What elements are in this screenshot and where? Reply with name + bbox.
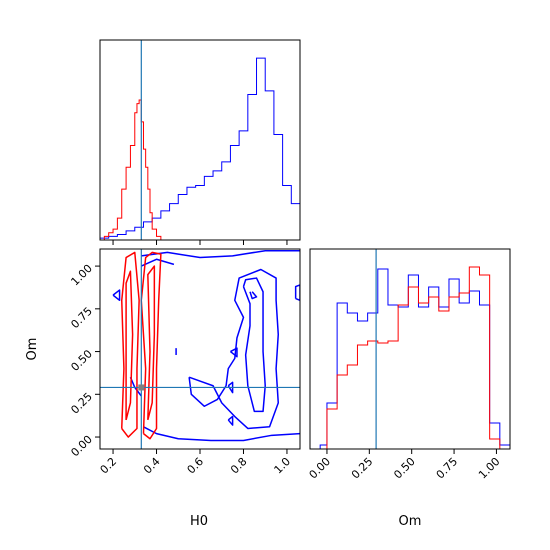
contour-ytick-label-3: 0.75 (68, 305, 95, 332)
hist-om-xtick-label-1: 0.25 (349, 455, 376, 482)
contour-xtick-label-2: 0.6 (185, 455, 207, 477)
hist-om-xtick-label-2: 0.50 (391, 455, 418, 482)
red-contour-3 (147, 265, 156, 421)
hist-om-panel: 0.00 0.25 0.50 0.75 1.00 (307, 248, 511, 482)
hist-h0-frame (99, 39, 301, 241)
contour-xtick-label-3: 0.8 (228, 455, 250, 477)
blue-contour-0 (141, 249, 300, 259)
contour-xtick-label-1: 0.4 (141, 455, 163, 477)
contour-xtick-label-4: 1.0 (272, 455, 294, 477)
red-contour-2 (125, 270, 134, 421)
hist-om-xtick-label-3: 0.75 (434, 455, 461, 482)
y-axis-label-om: Om (25, 338, 40, 361)
blue-contour-8 (294, 284, 300, 302)
hist-om-series-1 (326, 266, 501, 449)
hist-h0-series-0 (100, 57, 300, 240)
x-axis-label-om: Om (399, 514, 422, 529)
hist-om-xtick-label-0: 0.00 (307, 455, 334, 482)
contour-xtick-label-0: 0.2 (98, 455, 120, 477)
blue-contour-1 (143, 426, 300, 442)
hist-h0-series-1 (100, 99, 166, 240)
hist-h0-panel (99, 39, 301, 245)
contour-ytick-label-1: 0.25 (68, 390, 95, 417)
hist-om-xtick-label-4: 1.00 (476, 455, 503, 482)
blue-contour-6 (242, 277, 266, 413)
blue-contour-7 (249, 291, 258, 300)
blue-contour-10 (229, 347, 238, 358)
blue-contour-4 (112, 289, 121, 302)
red-contour-1 (140, 251, 162, 440)
x-axis-label-h0: H0 (190, 514, 208, 529)
hist-om-frame (309, 248, 511, 450)
blue-contour-5 (188, 268, 280, 430)
contour-panel: 0.2 0.4 0.6 0.8 1.0 0.00 0.25 0.50 0.75 1.00 (68, 248, 301, 477)
contour-ytick-label-4: 1.00 (68, 262, 95, 289)
truth-marker (138, 384, 145, 391)
red-contour-0 (120, 251, 140, 438)
blue-contour-12 (227, 415, 234, 426)
contour-ytick-label-0: 0.00 (68, 433, 95, 460)
hist-om-series-0 (319, 268, 510, 449)
blue-contour-2 (140, 258, 175, 267)
contour-ytick-label-2: 0.50 (68, 347, 95, 374)
